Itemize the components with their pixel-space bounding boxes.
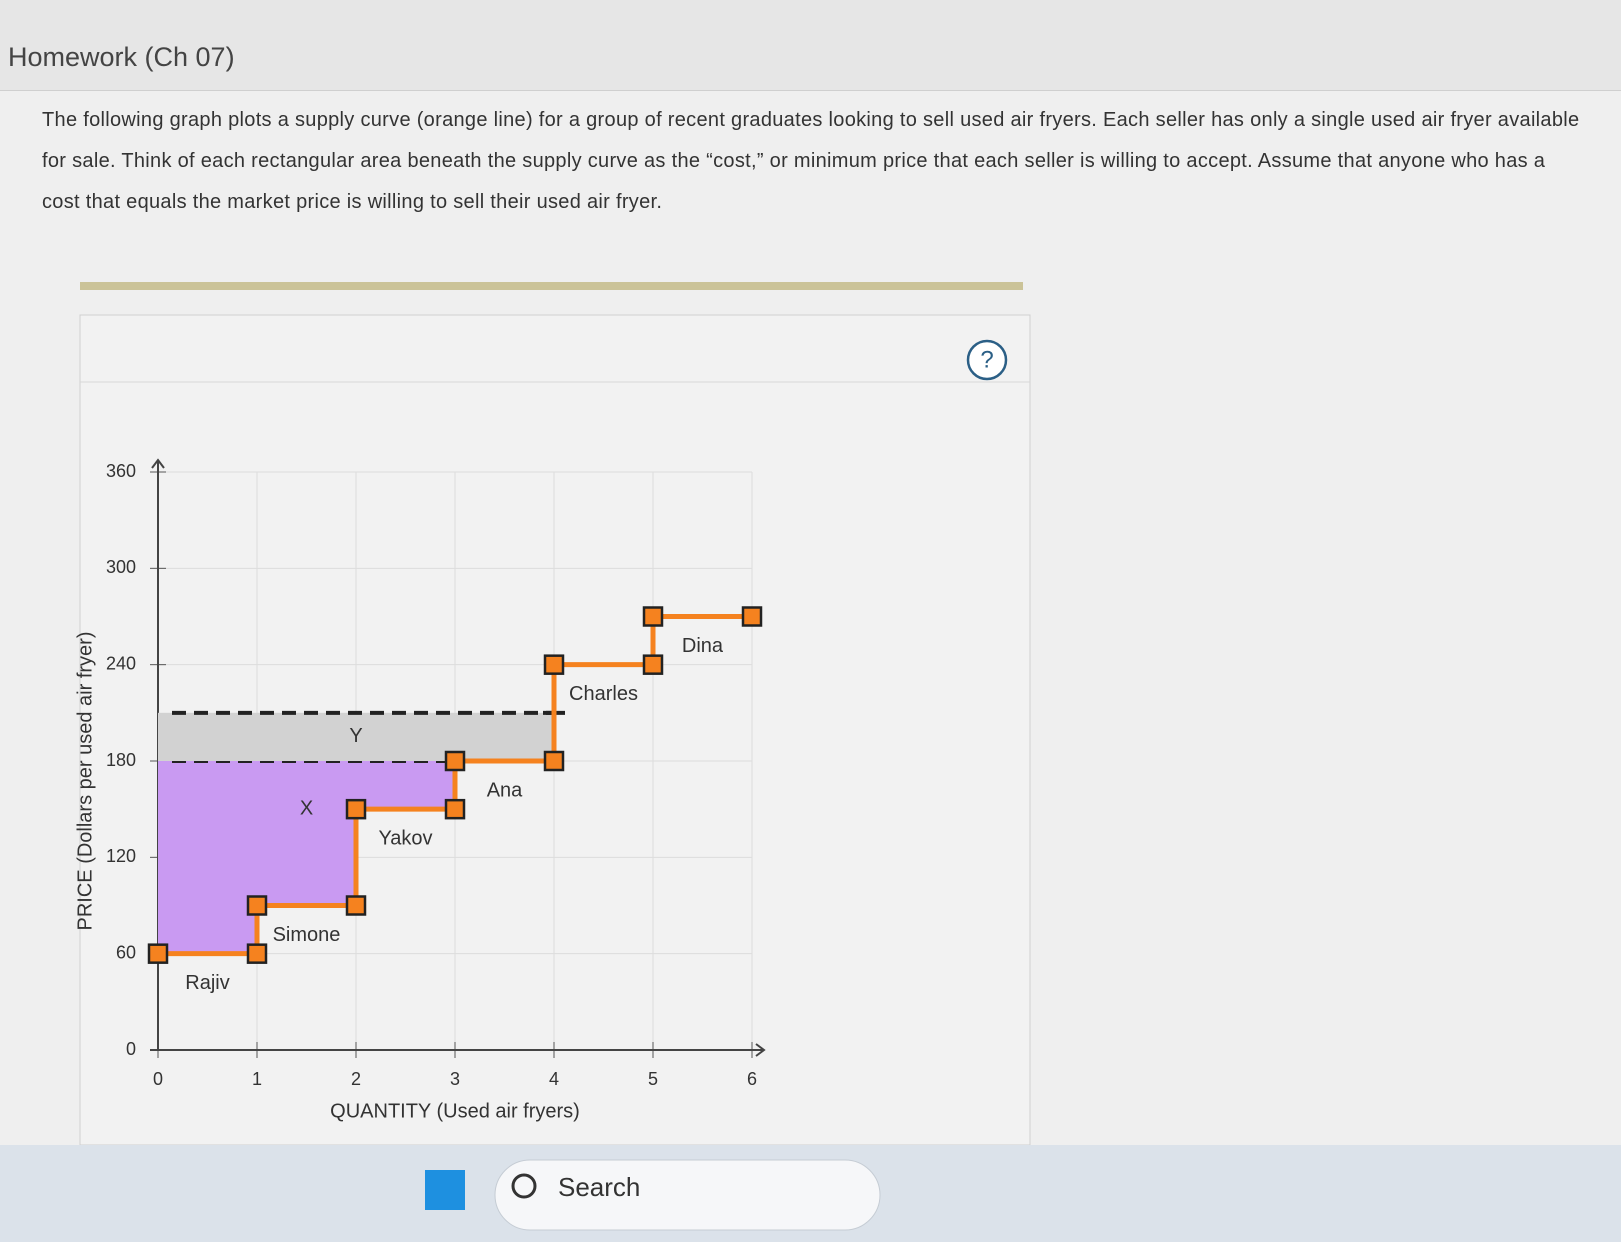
y-tick-label: 120 [106,846,136,866]
x-axis [150,1043,766,1057]
seller-label: Dina [682,635,724,657]
point-handle [444,798,466,820]
surplus-area [257,761,356,906]
x-tick-label: 0 [153,1069,163,1089]
seller-label: Charles [569,683,638,705]
y-tick-label: 0 [126,1039,136,1059]
point-handle [543,750,565,772]
point-handle [741,606,763,627]
header-bar [0,0,1621,91]
x-tick-label: 5 [648,1069,658,1089]
search-text[interactable]: Search [558,1172,641,1202]
y-tick-label: 180 [106,750,136,770]
x-tick-label: 2 [351,1069,361,1089]
y-tick-label: 60 [116,942,136,962]
page-title: Homework (Ch 07) [8,42,235,72]
point-handle [444,750,466,772]
point-handle [246,895,268,916]
area-label: Y [349,725,362,747]
point-handle [543,654,565,675]
x-axis-title: QUANTITY (Used air fryers) [330,1100,580,1122]
point-handle [642,654,664,675]
search-box[interactable] [494,1159,881,1231]
plot: 0 60 120 180 240 300 360 0 1 2 3 4 5 6 QUANTITY (Used … [74,458,766,1122]
surplus-area [356,761,455,810]
point-handle [147,943,169,964]
y-tick-label: 360 [106,461,136,481]
question-text: The following graph plots a supply curve… [42,109,1580,213]
point-handle [345,895,367,916]
help-button[interactable] [966,339,1008,381]
surplus-area [257,712,356,761]
surplus-area [158,761,257,954]
point-handle [642,606,664,627]
seller-label: Ana [487,779,523,801]
surplus-area [158,712,257,761]
surplus-area [356,712,455,761]
seller-label: Yakov [378,827,432,849]
y-axis-title: PRICE (Dollars per used air fryer) [74,632,96,931]
y-tick-label: 240 [106,653,136,673]
seller-label: Rajiv [185,972,229,994]
search-icon [511,1173,537,1199]
y-tick-label: 300 [106,557,136,577]
start-button[interactable] [425,1170,465,1210]
divider [80,282,1023,290]
surplus-area [455,712,554,761]
x-tick-label: 4 [549,1069,559,1089]
help-icon[interactable]: ? [980,346,993,373]
x-tick-label: 1 [252,1069,262,1089]
area-label: X [300,797,313,819]
x-tick-label: 6 [747,1069,757,1089]
x-tick-label: 3 [450,1069,460,1089]
seller-label: Simone [273,924,341,946]
point-handle [345,798,367,820]
point-handle [246,943,268,964]
